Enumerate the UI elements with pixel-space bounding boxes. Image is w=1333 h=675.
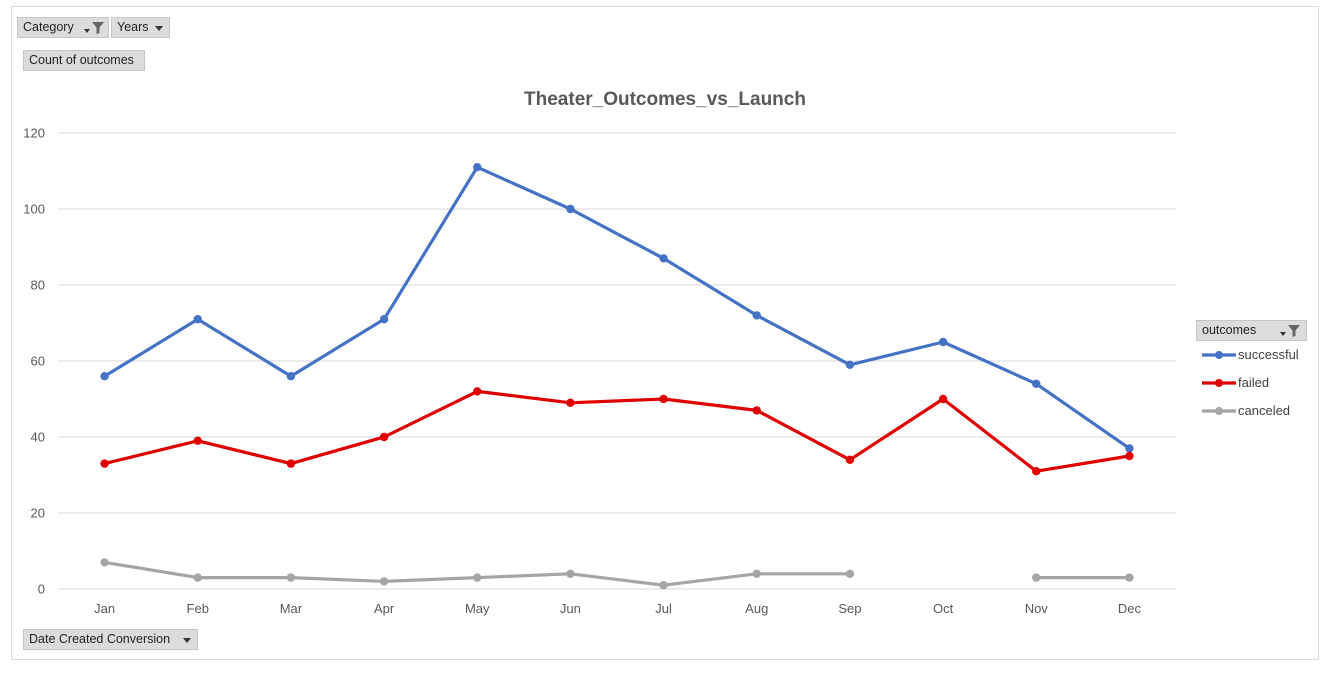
filter-funnel-icon [1288,325,1300,337]
data-point-canceled[interactable] [1032,573,1041,582]
data-point-failed[interactable] [938,394,948,404]
values-field-button[interactable]: Count of outcomes [23,50,145,71]
data-point-successful[interactable] [379,315,389,324]
data-point-successful[interactable] [473,163,482,172]
data-point-successful[interactable] [566,204,575,214]
y-tick-label: 100 [23,202,45,217]
data-point-failed[interactable] [286,459,296,468]
y-tick-label: 60 [31,354,45,369]
x-tick-label: Apr [374,601,395,616]
chevron-down-icon [1280,332,1286,336]
data-point-failed[interactable] [473,387,482,396]
y-tick-label: 20 [31,506,45,521]
legend-swatch-successful [1202,351,1236,359]
y-tick-label: 40 [31,430,45,445]
data-point-failed[interactable] [659,394,668,404]
data-point-failed[interactable] [752,406,761,415]
series-line-successful [102,165,1132,450]
data-point-successful[interactable] [193,315,202,324]
data-point-successful[interactable] [100,372,109,381]
category-filter-label: Category [23,20,74,34]
category-filter-button[interactable]: Category [17,17,109,38]
legend-field-label: outcomes [1202,323,1257,337]
x-tick-label: Dec [1118,601,1142,616]
x-tick-label: May [465,601,490,616]
x-tick-label: Nov [1025,601,1049,616]
series-failed [100,387,1134,476]
x-tick-label: Aug [745,601,768,616]
series-successful [100,163,1134,453]
legend-label: failed [1238,375,1270,390]
data-point-canceled[interactable] [1125,573,1134,582]
series-line-failed [102,389,1132,473]
data-point-successful[interactable] [845,360,855,369]
data-point-successful[interactable] [1032,379,1041,388]
filter-funnel-icon [92,22,104,34]
data-point-successful[interactable] [659,254,668,263]
axis-field-label: Date Created Conversion [29,632,171,646]
data-point-canceled[interactable] [379,577,389,586]
data-point-canceled[interactable] [566,569,575,578]
legend-field-button[interactable]: outcomes [1196,320,1307,341]
y-tick-label: 0 [38,582,45,597]
chevron-down-icon [155,26,163,31]
series-canceled [100,558,1134,590]
legend-label: successful [1238,347,1299,362]
x-tick-label: Feb [187,601,209,616]
chevron-down-icon [183,638,191,643]
axis-field-button[interactable]: Date Created Conversion [23,629,198,650]
legend-label: canceled [1238,403,1291,418]
y-tick-label: 80 [31,278,45,293]
chart-area [11,6,1319,660]
values-field-label: Count of outcomes [29,53,134,67]
years-filter-button[interactable]: Years [111,17,170,38]
data-point-successful[interactable] [938,337,948,347]
years-filter-label: Years [117,20,149,34]
chart-title: Theater_Outcomes_vs_Launch [524,89,806,110]
chevron-down-icon [84,29,90,33]
data-point-failed[interactable] [1125,451,1134,461]
data-point-canceled[interactable] [100,558,109,567]
data-point-canceled[interactable] [193,573,202,582]
x-tick-label: Oct [933,601,954,616]
data-point-canceled[interactable] [286,573,296,582]
x-tick-label: Mar [280,601,303,616]
data-point-failed[interactable] [845,455,855,464]
data-point-successful[interactable] [752,311,761,320]
legend-item-canceled[interactable]: canceled [1200,401,1310,421]
data-point-canceled[interactable] [752,569,761,578]
data-point-canceled[interactable] [659,581,668,590]
x-tick-label: Jun [560,601,581,616]
data-point-failed[interactable] [566,398,575,407]
data-point-successful[interactable] [286,372,296,381]
data-point-canceled[interactable] [473,573,482,582]
data-point-failed[interactable] [100,459,109,468]
data-point-failed[interactable] [193,436,202,445]
x-tick-label: Sep [838,601,861,616]
data-point-successful[interactable] [1125,444,1134,453]
data-point-failed[interactable] [379,432,389,442]
legend-swatch-failed [1202,379,1236,387]
x-tick-label: Jul [655,601,672,616]
legend-item-successful[interactable]: successful [1200,345,1310,365]
legend-item-failed[interactable]: failed [1200,373,1310,393]
data-point-failed[interactable] [1032,467,1041,476]
x-tick-label: Jan [94,601,115,616]
data-point-canceled[interactable] [845,569,855,578]
legend-swatch-canceled [1202,407,1236,415]
y-tick-label: 120 [23,126,45,141]
